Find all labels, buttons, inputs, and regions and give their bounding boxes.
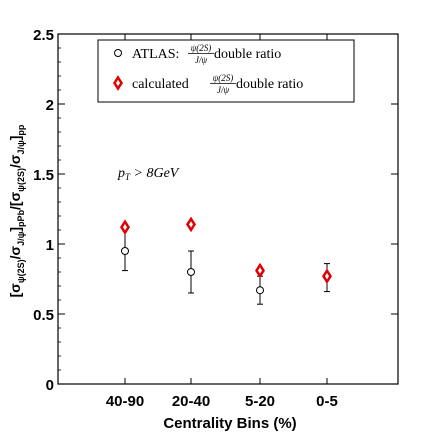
calculated-point <box>255 262 265 279</box>
calculated-point <box>120 219 130 236</box>
legend-label-suffix: double ratio <box>214 47 281 62</box>
y-tick-label: 2.5 <box>33 27 54 44</box>
x-axis-label: Centrality Bins (%) <box>163 415 296 432</box>
axes <box>57 33 399 385</box>
legend-marker-diamond <box>113 75 123 91</box>
y-axis-label: [σψ(2S)/σJ/ψ]pPb/[σψ(2S)/σJ/ψ]pp <box>7 124 26 297</box>
x-tick-label: 5-20 <box>245 393 275 410</box>
legend-marker-circle <box>114 49 122 57</box>
x-ticks: 40-90 20-40 5-20 0-5 <box>106 34 338 410</box>
atlas-point <box>121 247 129 255</box>
legend-fraction-den: J/ψ <box>195 55 207 65</box>
x-tick-label: 40-90 <box>106 393 144 410</box>
calculated-point <box>322 268 332 285</box>
y-ticks: 0 0.5 1 1.5 2 2.5 <box>33 27 398 394</box>
x-tick-label: 0-5 <box>316 393 338 410</box>
y-tick-label: 0 <box>46 377 54 394</box>
legend-fraction-num: ψ(2S) <box>191 43 212 53</box>
y-tick-label: 1 <box>46 237 54 254</box>
legend-label: calculated <box>132 77 189 92</box>
annotation-pt-cut: pT > 8GeV <box>117 166 180 182</box>
y-tick-label: 0.5 <box>33 307 54 324</box>
plot-frame <box>57 33 399 385</box>
legend-fraction-den: J/ψ <box>217 85 229 95</box>
y-tick-label: 1.5 <box>33 167 54 184</box>
y-tick-label: 2 <box>46 97 54 114</box>
legend-box <box>97 39 355 103</box>
legend-fraction-num: ψ(2S) <box>213 73 234 83</box>
data-marks <box>120 216 332 305</box>
legend-label: ATLAS: <box>132 47 179 62</box>
x-tick-label: 20-40 <box>172 393 210 410</box>
legend: ATLAS: ψ(2S) J/ψ double ratio calculated ψ(… <box>97 39 355 103</box>
legend-label-suffix: double ratio <box>236 77 303 92</box>
calculated-point <box>186 216 196 233</box>
legend-entries: ATLAS: ψ(2S) J/ψ double ratio calculated ψ(… <box>113 43 303 95</box>
atlas-point <box>256 286 264 295</box>
atlas-point <box>187 268 195 276</box>
